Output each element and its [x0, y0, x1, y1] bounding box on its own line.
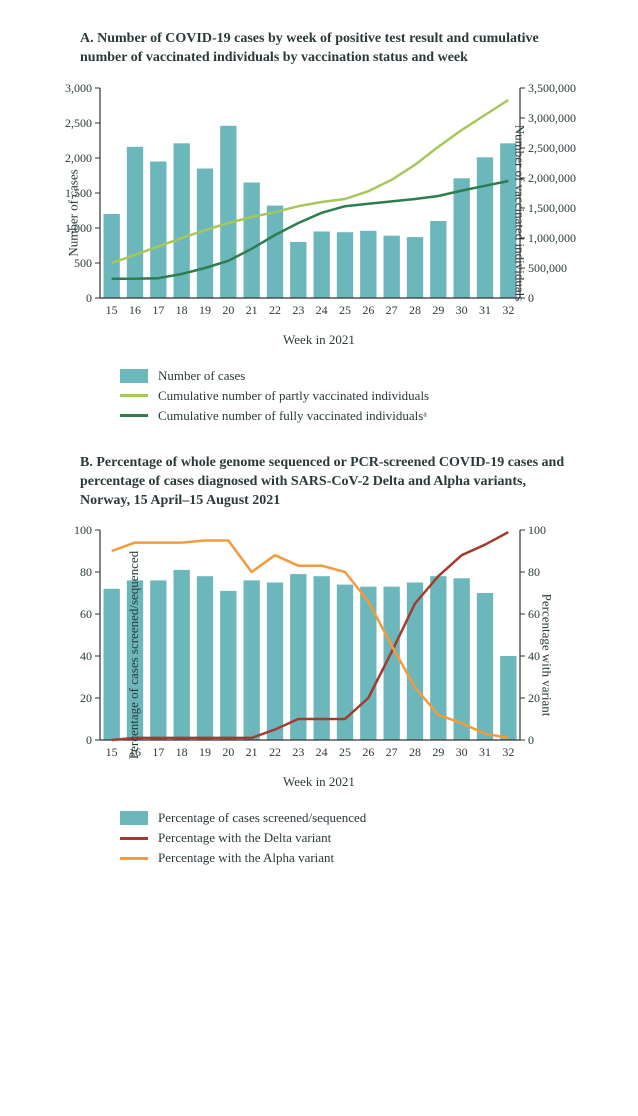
svg-text:28: 28	[409, 745, 421, 759]
svg-text:27: 27	[386, 303, 398, 317]
legend-item: Percentage of cases screened/sequenced	[120, 810, 578, 826]
legend-label: Percentage with the Delta variant	[158, 830, 331, 846]
legend-item: Number of cases	[120, 368, 578, 384]
svg-text:100: 100	[528, 523, 546, 537]
panel-a-legend: Number of cases Cumulative number of par…	[120, 368, 578, 424]
svg-text:20: 20	[222, 303, 234, 317]
panel-a-ylabel-right: Number of vaccinated individuals	[512, 125, 528, 302]
svg-text:3,000,000: 3,000,000	[528, 111, 576, 125]
bar-swatch-icon	[120, 811, 148, 825]
svg-text:24: 24	[316, 745, 328, 759]
svg-text:18: 18	[176, 303, 188, 317]
svg-text:3,000: 3,000	[65, 81, 92, 95]
panel-b-ylabel-right: Percentage with variant	[539, 594, 555, 717]
legend-item: Percentage with the Alpha variant	[120, 850, 578, 866]
legend-label: Percentage of cases screened/sequenced	[158, 810, 366, 826]
svg-text:60: 60	[80, 607, 92, 621]
svg-text:500: 500	[74, 256, 92, 270]
svg-text:27: 27	[386, 745, 398, 759]
svg-text:30: 30	[456, 745, 468, 759]
panel-b-svg: 0204060801000204060801001516171819202122…	[40, 520, 600, 770]
svg-text:2,000,000: 2,000,000	[528, 171, 576, 185]
panel-a-xlabel: Week in 2021	[40, 332, 598, 348]
legend-item: Percentage with the Delta variant	[120, 830, 578, 846]
line-swatch-icon	[120, 414, 148, 417]
svg-text:31: 31	[479, 303, 491, 317]
svg-text:15: 15	[106, 745, 118, 759]
svg-text:0: 0	[528, 733, 534, 747]
svg-text:22: 22	[269, 303, 281, 317]
svg-text:2,500,000: 2,500,000	[528, 141, 576, 155]
svg-text:17: 17	[152, 303, 164, 317]
svg-text:28: 28	[409, 303, 421, 317]
svg-text:19: 19	[199, 303, 211, 317]
svg-text:16: 16	[129, 303, 141, 317]
svg-text:2,500: 2,500	[65, 116, 92, 130]
svg-text:80: 80	[80, 565, 92, 579]
svg-text:21: 21	[246, 303, 258, 317]
panel-a-title: A. Number of COVID-19 cases by week of p…	[80, 30, 578, 68]
line-swatch-icon	[120, 394, 148, 397]
svg-text:2,000: 2,000	[65, 151, 92, 165]
svg-text:500,000: 500,000	[528, 261, 567, 275]
svg-text:80: 80	[528, 565, 540, 579]
svg-text:29: 29	[432, 745, 444, 759]
svg-text:25: 25	[339, 745, 351, 759]
svg-text:23: 23	[292, 745, 304, 759]
svg-text:15: 15	[106, 303, 118, 317]
svg-text:20: 20	[222, 745, 234, 759]
svg-text:32: 32	[502, 303, 514, 317]
svg-text:22: 22	[269, 745, 281, 759]
svg-text:23: 23	[292, 303, 304, 317]
panel-b-ylabel-left: Percentage of cases screened/sequenced	[126, 551, 142, 759]
svg-text:0: 0	[528, 291, 534, 305]
svg-text:17: 17	[152, 745, 164, 759]
panel-a-ylabel-left: Number of cases	[66, 169, 82, 256]
legend-label: Cumulative number of partly vaccinated i…	[158, 388, 429, 404]
svg-text:1,000,000: 1,000,000	[528, 231, 576, 245]
svg-text:20: 20	[80, 691, 92, 705]
svg-text:26: 26	[362, 745, 374, 759]
legend-item: Cumulative number of partly vaccinated i…	[120, 388, 578, 404]
svg-text:29: 29	[432, 303, 444, 317]
line-swatch-icon	[120, 857, 148, 860]
svg-text:3,500,000: 3,500,000	[528, 81, 576, 95]
svg-text:0: 0	[86, 733, 92, 747]
svg-text:32: 32	[502, 745, 514, 759]
bar-swatch-icon	[120, 369, 148, 383]
svg-text:1,500,000: 1,500,000	[528, 201, 576, 215]
svg-text:31: 31	[479, 745, 491, 759]
panel-b-xlabel: Week in 2021	[40, 774, 598, 790]
panel-b-legend: Percentage of cases screened/sequenced P…	[120, 810, 578, 866]
legend-label: Number of cases	[158, 368, 245, 384]
svg-text:30: 30	[456, 303, 468, 317]
svg-text:0: 0	[86, 291, 92, 305]
legend-label: Percentage with the Alpha variant	[158, 850, 334, 866]
svg-text:21: 21	[246, 745, 258, 759]
panel-b-chart: Percentage of cases screened/sequenced P…	[40, 520, 598, 790]
svg-text:18: 18	[176, 745, 188, 759]
svg-text:26: 26	[362, 303, 374, 317]
svg-text:24: 24	[316, 303, 328, 317]
legend-label: Cumulative number of fully vaccinated in…	[158, 408, 427, 424]
svg-text:19: 19	[199, 745, 211, 759]
legend-item: Cumulative number of fully vaccinated in…	[120, 408, 578, 424]
panel-b-title: B. Percentage of whole genome sequenced …	[80, 454, 578, 511]
line-swatch-icon	[120, 837, 148, 840]
svg-text:25: 25	[339, 303, 351, 317]
panel-a-chart: Number of cases Number of vaccinated ind…	[40, 78, 598, 348]
svg-text:40: 40	[80, 649, 92, 663]
svg-text:100: 100	[74, 523, 92, 537]
